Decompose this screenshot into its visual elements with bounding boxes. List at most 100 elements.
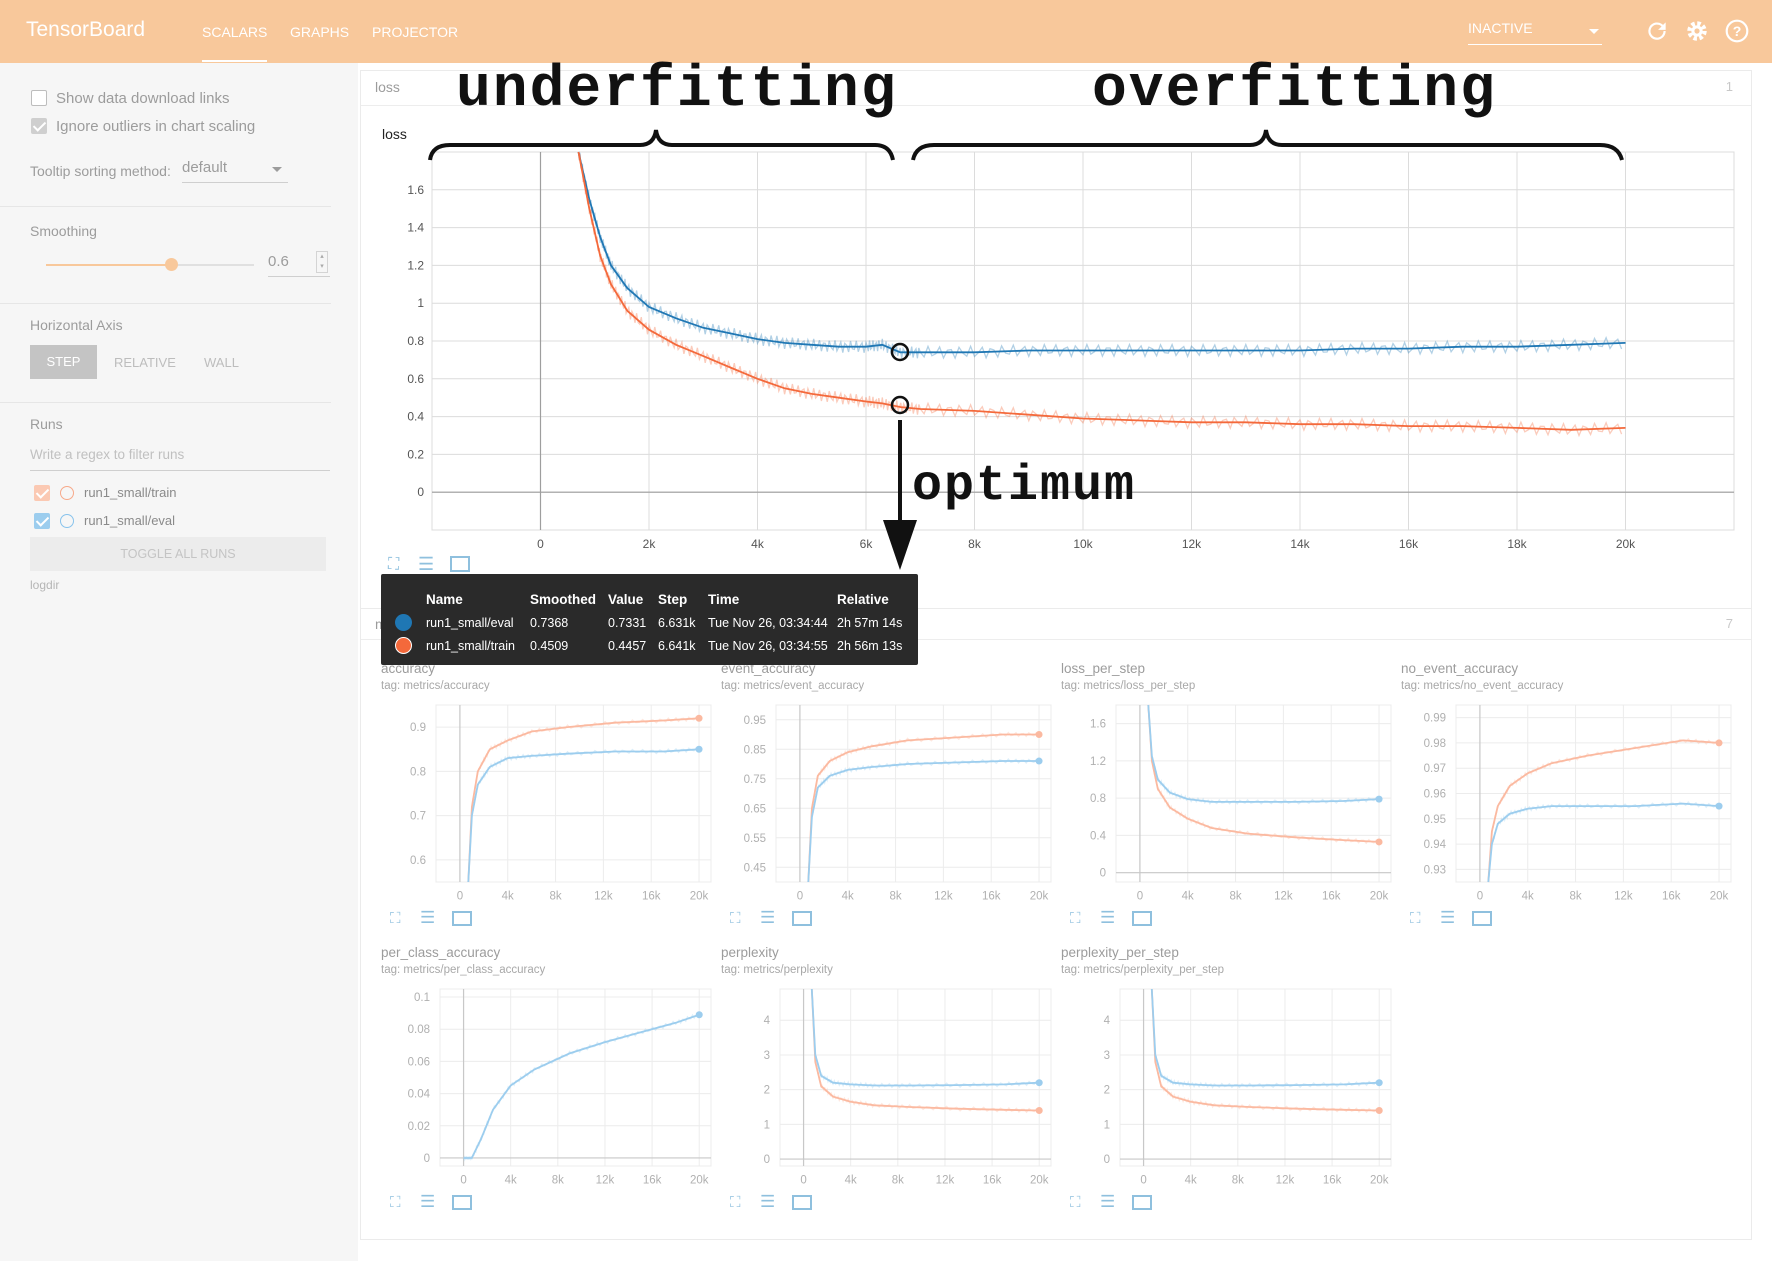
optimum-arrow-head	[883, 520, 917, 570]
list-icon[interactable]: ☰	[418, 554, 435, 574]
settings-icon[interactable]	[1684, 18, 1710, 44]
list-icon[interactable]: ☰	[1440, 908, 1456, 927]
section-count: 1	[1725, 79, 1733, 94]
refresh-icon[interactable]	[1644, 18, 1670, 44]
fit-domain-icon[interactable]	[792, 1195, 812, 1210]
smoothing-slider[interactable]	[46, 258, 254, 271]
y-tick-label: 0.9	[410, 722, 426, 734]
series-line	[810, 988, 1040, 1112]
eval-optimum-marker	[890, 342, 910, 362]
y-tick-label: 0.98	[1424, 738, 1446, 750]
x-tick-label: 4k	[1182, 891, 1194, 903]
runs-filter-input[interactable]: Write a regex to filter runs	[30, 447, 330, 471]
run-train-checkbox[interactable]	[34, 485, 50, 501]
series-end-point	[1035, 1106, 1043, 1114]
y-tick-label: 0	[424, 1153, 430, 1165]
expand-icon[interactable]: ⛶	[388, 556, 400, 573]
tooltip-sort-label: Tooltip sorting method:	[30, 163, 171, 179]
fit-domain-icon[interactable]	[1132, 911, 1152, 926]
y-tick-label: 0.65	[744, 803, 766, 815]
x-tick-label: 4k	[751, 537, 765, 551]
list-icon[interactable]: ☰	[1100, 908, 1116, 927]
smoothing-input[interactable]: 0.6 ▴ ▾	[268, 251, 330, 277]
x-tick-label: 12k	[1276, 1175, 1295, 1187]
train-optimum-marker	[890, 395, 910, 415]
expand-icon[interactable]: ⛶	[1410, 910, 1421, 927]
chart-loss: 0 2k 4k 6k 8k 10k 12k 14k 16k 18k 20k 0 0.2 0.4 0.6 0.8…	[407, 151, 1735, 551]
list-icon[interactable]: ☰	[1100, 1192, 1116, 1211]
fit-domain-icon[interactable]	[1132, 1195, 1152, 1210]
expand-icon[interactable]: ⛶	[1070, 910, 1081, 927]
show-download-checkbox[interactable]	[31, 90, 47, 106]
y-tick-label: 0.04	[408, 1089, 431, 1101]
chart-accuracy: 0 4k 8k 12k 16k 20k 0.6 0.7 0.8 0.9	[410, 704, 712, 903]
expand-icon[interactable]: ⛶	[390, 1194, 401, 1211]
divider	[0, 402, 331, 403]
series-end-point	[1715, 739, 1723, 747]
x-tick-label: 12k	[1182, 537, 1202, 551]
horizontal-axis-label: Horizontal Axis	[30, 317, 123, 333]
series-end-point	[1715, 802, 1723, 810]
y-tick-label: 1.6	[1090, 719, 1106, 731]
chart-toolbar: ⛶ ☰	[730, 908, 830, 932]
fit-domain-icon[interactable]	[792, 911, 812, 926]
fit-domain-icon[interactable]	[450, 556, 470, 572]
x-tick-label: 12k	[936, 1175, 955, 1187]
axis-relative-button[interactable]: RELATIVE	[114, 355, 176, 370]
fit-domain-icon[interactable]	[1472, 911, 1492, 926]
tab-graphs[interactable]: GRAPHS	[290, 24, 350, 40]
section-count: 7	[1725, 616, 1733, 631]
y-tick-label: 0	[764, 1154, 770, 1166]
tooltip-eval-swatch-icon	[395, 614, 412, 631]
expand-icon[interactable]: ⛶	[390, 910, 401, 927]
x-tick-label: 16k	[642, 891, 661, 903]
y-tick-label: 1	[1104, 1119, 1110, 1131]
list-icon[interactable]: ☰	[760, 908, 776, 927]
overfitting-brace	[911, 129, 1624, 161]
series-end-point	[1035, 1079, 1043, 1087]
chart-event_accuracy: 0 4k 8k 12k 16k 20k 0.45 0.55 0.65 0.75 0.85 0.95	[744, 704, 1052, 903]
expand-icon[interactable]: ⛶	[1070, 1194, 1081, 1211]
list-icon[interactable]: ☰	[420, 1192, 436, 1211]
x-tick-label: 4k	[845, 1175, 857, 1187]
list-icon[interactable]: ☰	[420, 908, 436, 927]
tooltip-eval-step: 6.631k	[658, 616, 696, 630]
list-icon[interactable]: ☰	[760, 1192, 776, 1211]
y-tick-label: 0.2	[407, 447, 424, 461]
x-tick-label: 8k	[1232, 1175, 1244, 1187]
axis-step-button[interactable]: STEP	[30, 345, 97, 379]
app-title: TensorBoard	[26, 18, 146, 41]
axis-wall-button[interactable]: WALL	[204, 355, 239, 370]
series-raw-line	[463, 1013, 698, 1162]
tab-scalars[interactable]: SCALARS	[202, 24, 268, 62]
series-line	[463, 1013, 700, 1159]
fit-domain-icon[interactable]	[452, 1195, 472, 1210]
sidebar: Show data download links Ignore outliers…	[0, 63, 358, 1261]
run-eval-checkbox[interactable]	[34, 513, 50, 529]
y-tick-label: 3	[764, 1050, 770, 1062]
tooltip-eval-relative: 2h 57m 14s	[837, 616, 903, 630]
series-line	[807, 760, 1039, 883]
ignore-outliers-checkbox[interactable]	[31, 118, 47, 134]
stepper-arrows-icon[interactable]: ▴ ▾	[316, 251, 328, 273]
run-status-value: INACTIVE	[1468, 20, 1533, 36]
tooltip-header-smoothed: Smoothed	[530, 592, 596, 607]
fit-domain-icon[interactable]	[452, 911, 472, 926]
tooltip-header-relative: Relative	[837, 592, 889, 607]
tab-projector[interactable]: PROJECTOR	[372, 24, 459, 40]
chart-toolbar: ⛶ ☰	[1070, 1192, 1170, 1216]
help-icon[interactable]: ?	[1724, 18, 1750, 44]
smoothing-slider-handle[interactable]	[164, 258, 178, 271]
y-tick-label: 0.96	[1424, 789, 1446, 801]
x-tick-label: 8k	[552, 1175, 564, 1187]
logdir-label: logdir	[30, 578, 60, 592]
tooltip-sort-select[interactable]: default	[182, 159, 288, 183]
toggle-all-runs-button[interactable]: TOGGLE ALL RUNS	[30, 537, 326, 571]
expand-icon[interactable]: ⛶	[730, 1194, 741, 1211]
expand-icon[interactable]: ⛶	[730, 910, 741, 927]
series-end-point	[695, 714, 703, 722]
run-status-select[interactable]: INACTIVE	[1468, 20, 1602, 45]
chevron-down-icon	[1589, 29, 1599, 34]
hover-tooltip: Name Smoothed Value Step Time Relative r…	[381, 574, 918, 665]
